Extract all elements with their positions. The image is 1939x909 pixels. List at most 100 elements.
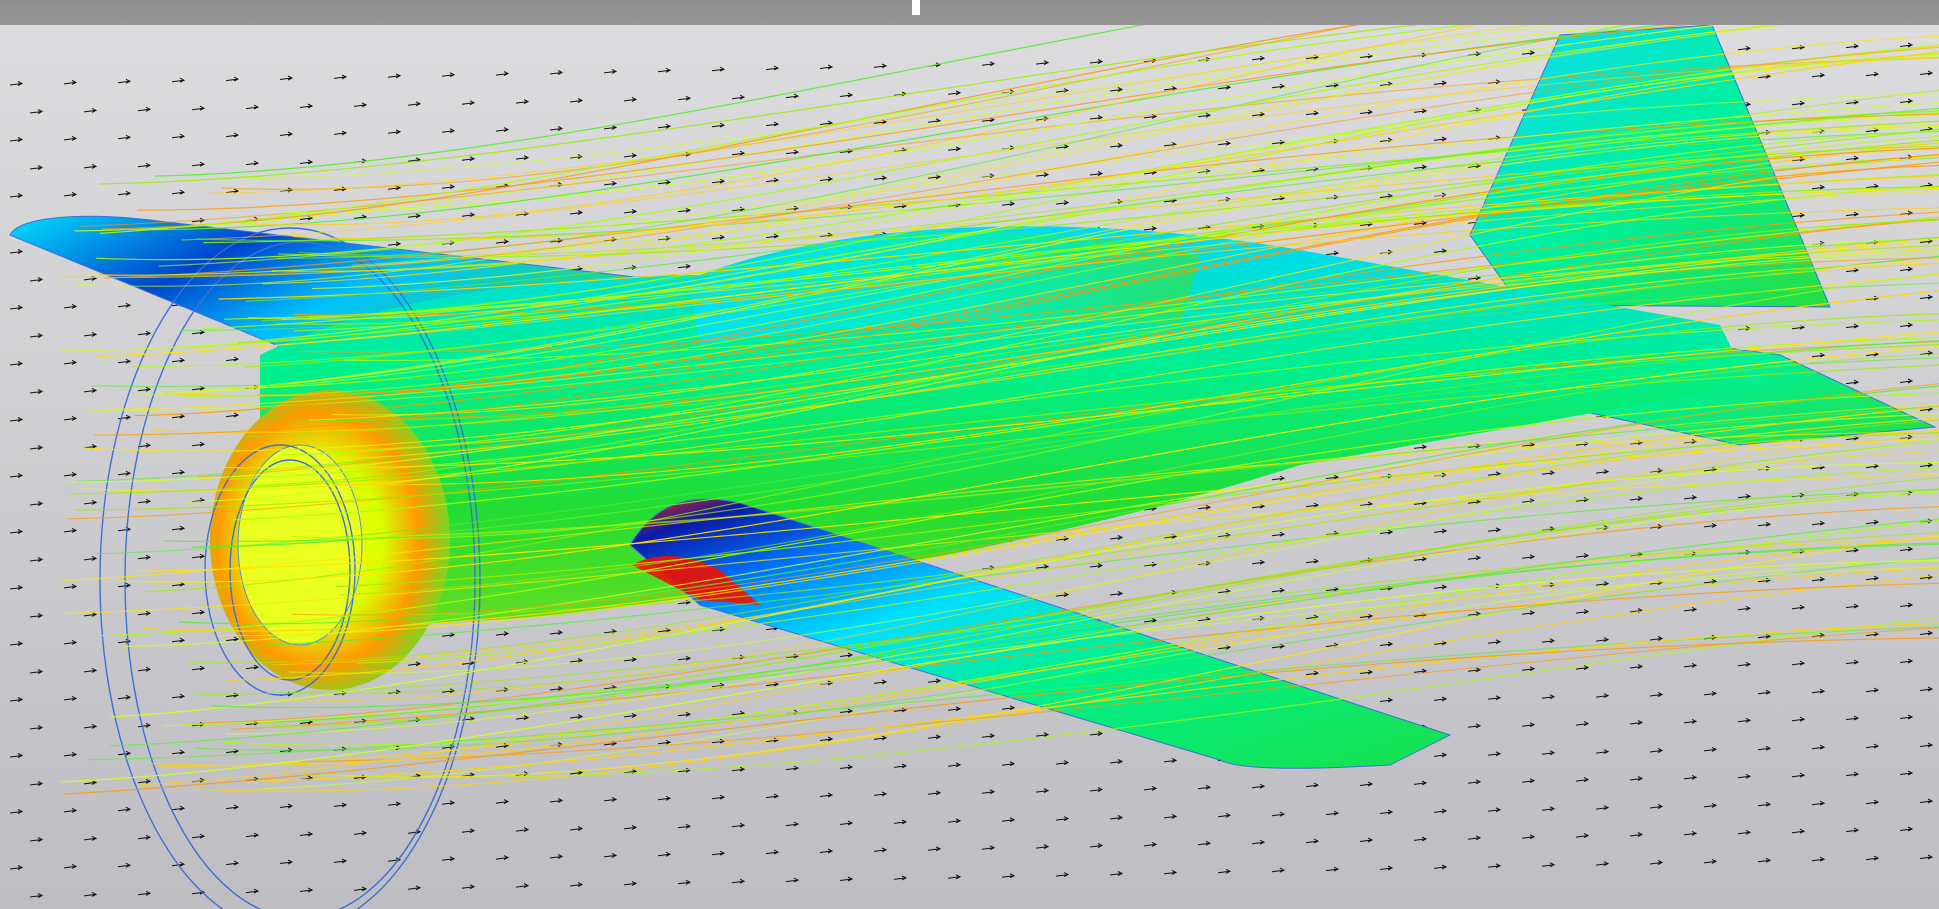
velocity-vector <box>407 213 422 219</box>
velocity-vector <box>1305 110 1320 116</box>
streamline <box>178 385 1939 625</box>
velocity-vector <box>9 865 24 870</box>
velocity-vector <box>1433 752 1448 758</box>
velocity-vector <box>731 822 746 828</box>
streamline <box>257 560 1939 790</box>
velocity-vector <box>29 893 44 898</box>
velocity-vector <box>765 793 780 799</box>
velocity-vector <box>441 72 456 78</box>
streamline <box>196 574 1939 792</box>
velocity-vector <box>1865 575 1880 581</box>
splitter-handle[interactable] <box>912 0 920 15</box>
3d-viewport[interactable] <box>0 25 1939 909</box>
velocity-vector <box>333 186 348 192</box>
velocity-vector <box>137 106 152 112</box>
streamline <box>351 25 1779 266</box>
velocity-vector <box>63 415 78 421</box>
streamline <box>83 274 1939 492</box>
streamline <box>331 290 1939 486</box>
streamline <box>154 25 1146 177</box>
flow-scene <box>9 25 1939 909</box>
velocity-vector <box>1521 778 1536 784</box>
velocity-vector <box>1379 641 1394 647</box>
velocity-vector <box>1433 248 1448 254</box>
velocity-vector <box>765 233 780 239</box>
streamline <box>194 557 1939 751</box>
velocity-vector <box>29 557 44 562</box>
streamline <box>75 364 1939 511</box>
velocity-vector <box>117 750 132 756</box>
streamline <box>246 622 1939 783</box>
velocity-vector <box>9 809 24 814</box>
velocity-vector <box>1845 155 1860 161</box>
velocity-vector <box>1811 184 1826 190</box>
velocity-vector <box>1359 613 1374 619</box>
velocity-vector <box>1197 840 1212 846</box>
velocity-vector <box>819 736 834 742</box>
streamline <box>188 419 1939 664</box>
streamline <box>272 44 1939 272</box>
velocity-vector <box>1055 200 1070 206</box>
streamline <box>151 25 1667 231</box>
velocity-vector <box>1467 667 1482 673</box>
velocity-vector <box>83 163 98 169</box>
velocity-vector <box>1683 494 1698 500</box>
velocity-vector <box>1413 668 1428 674</box>
velocity-vector <box>1143 225 1158 231</box>
streamline <box>95 25 1779 261</box>
velocity-vector <box>1001 873 1016 879</box>
streamline <box>91 236 1939 388</box>
streamline <box>100 46 1939 277</box>
velocity-vector <box>225 76 240 82</box>
velocity-vector <box>711 234 726 240</box>
velocity-vector <box>461 212 476 218</box>
velocity-vector <box>1433 864 1448 870</box>
velocity-vector <box>819 64 834 70</box>
velocity-vector <box>1271 83 1286 89</box>
velocity-vector <box>1703 690 1718 696</box>
velocity-vector <box>387 73 402 79</box>
velocity-vector <box>9 305 24 310</box>
velocity-vector <box>1899 546 1914 552</box>
velocity-vector <box>29 109 44 114</box>
velocity-vector <box>947 818 962 824</box>
velocity-vector <box>927 846 942 852</box>
velocity-vector <box>1865 295 1880 301</box>
velocity-vector <box>819 792 834 798</box>
velocity-vector <box>1055 760 1070 766</box>
velocity-vector <box>569 826 584 831</box>
velocity-vector <box>1217 812 1232 818</box>
velocity-vector <box>1899 98 1914 104</box>
velocity-vector <box>1629 776 1644 781</box>
velocity-vector <box>441 688 456 694</box>
velocity-vector <box>9 361 24 366</box>
velocity-vector <box>117 526 132 532</box>
streamline <box>61 559 1939 783</box>
velocity-vector <box>1413 108 1428 114</box>
velocity-vector <box>677 263 692 269</box>
propeller-disc <box>99 227 481 909</box>
streamline <box>163 566 1939 727</box>
velocity-vector <box>117 134 132 140</box>
velocity-vector <box>171 133 186 139</box>
velocity-vector <box>1467 779 1482 785</box>
velocity-vector <box>873 63 888 69</box>
streamline <box>60 114 1939 352</box>
velocity-vector <box>1413 836 1428 842</box>
velocity-vector <box>731 150 746 156</box>
velocity-vector <box>1649 860 1664 865</box>
velocity-vector <box>117 806 132 812</box>
velocity-vector <box>873 735 888 741</box>
streamline <box>80 57 1939 227</box>
streamline <box>156 125 1939 395</box>
velocity-vector <box>1251 55 1266 61</box>
velocity-vector <box>1467 835 1482 841</box>
velocity-vector <box>29 333 44 338</box>
velocity-vector <box>225 636 240 642</box>
velocity-vector <box>1089 115 1104 120</box>
velocity-vector <box>63 695 78 701</box>
velocity-vector <box>299 831 314 837</box>
velocity-vector <box>839 876 854 882</box>
velocity-vector <box>1845 715 1860 721</box>
velocity-vector <box>549 854 564 859</box>
